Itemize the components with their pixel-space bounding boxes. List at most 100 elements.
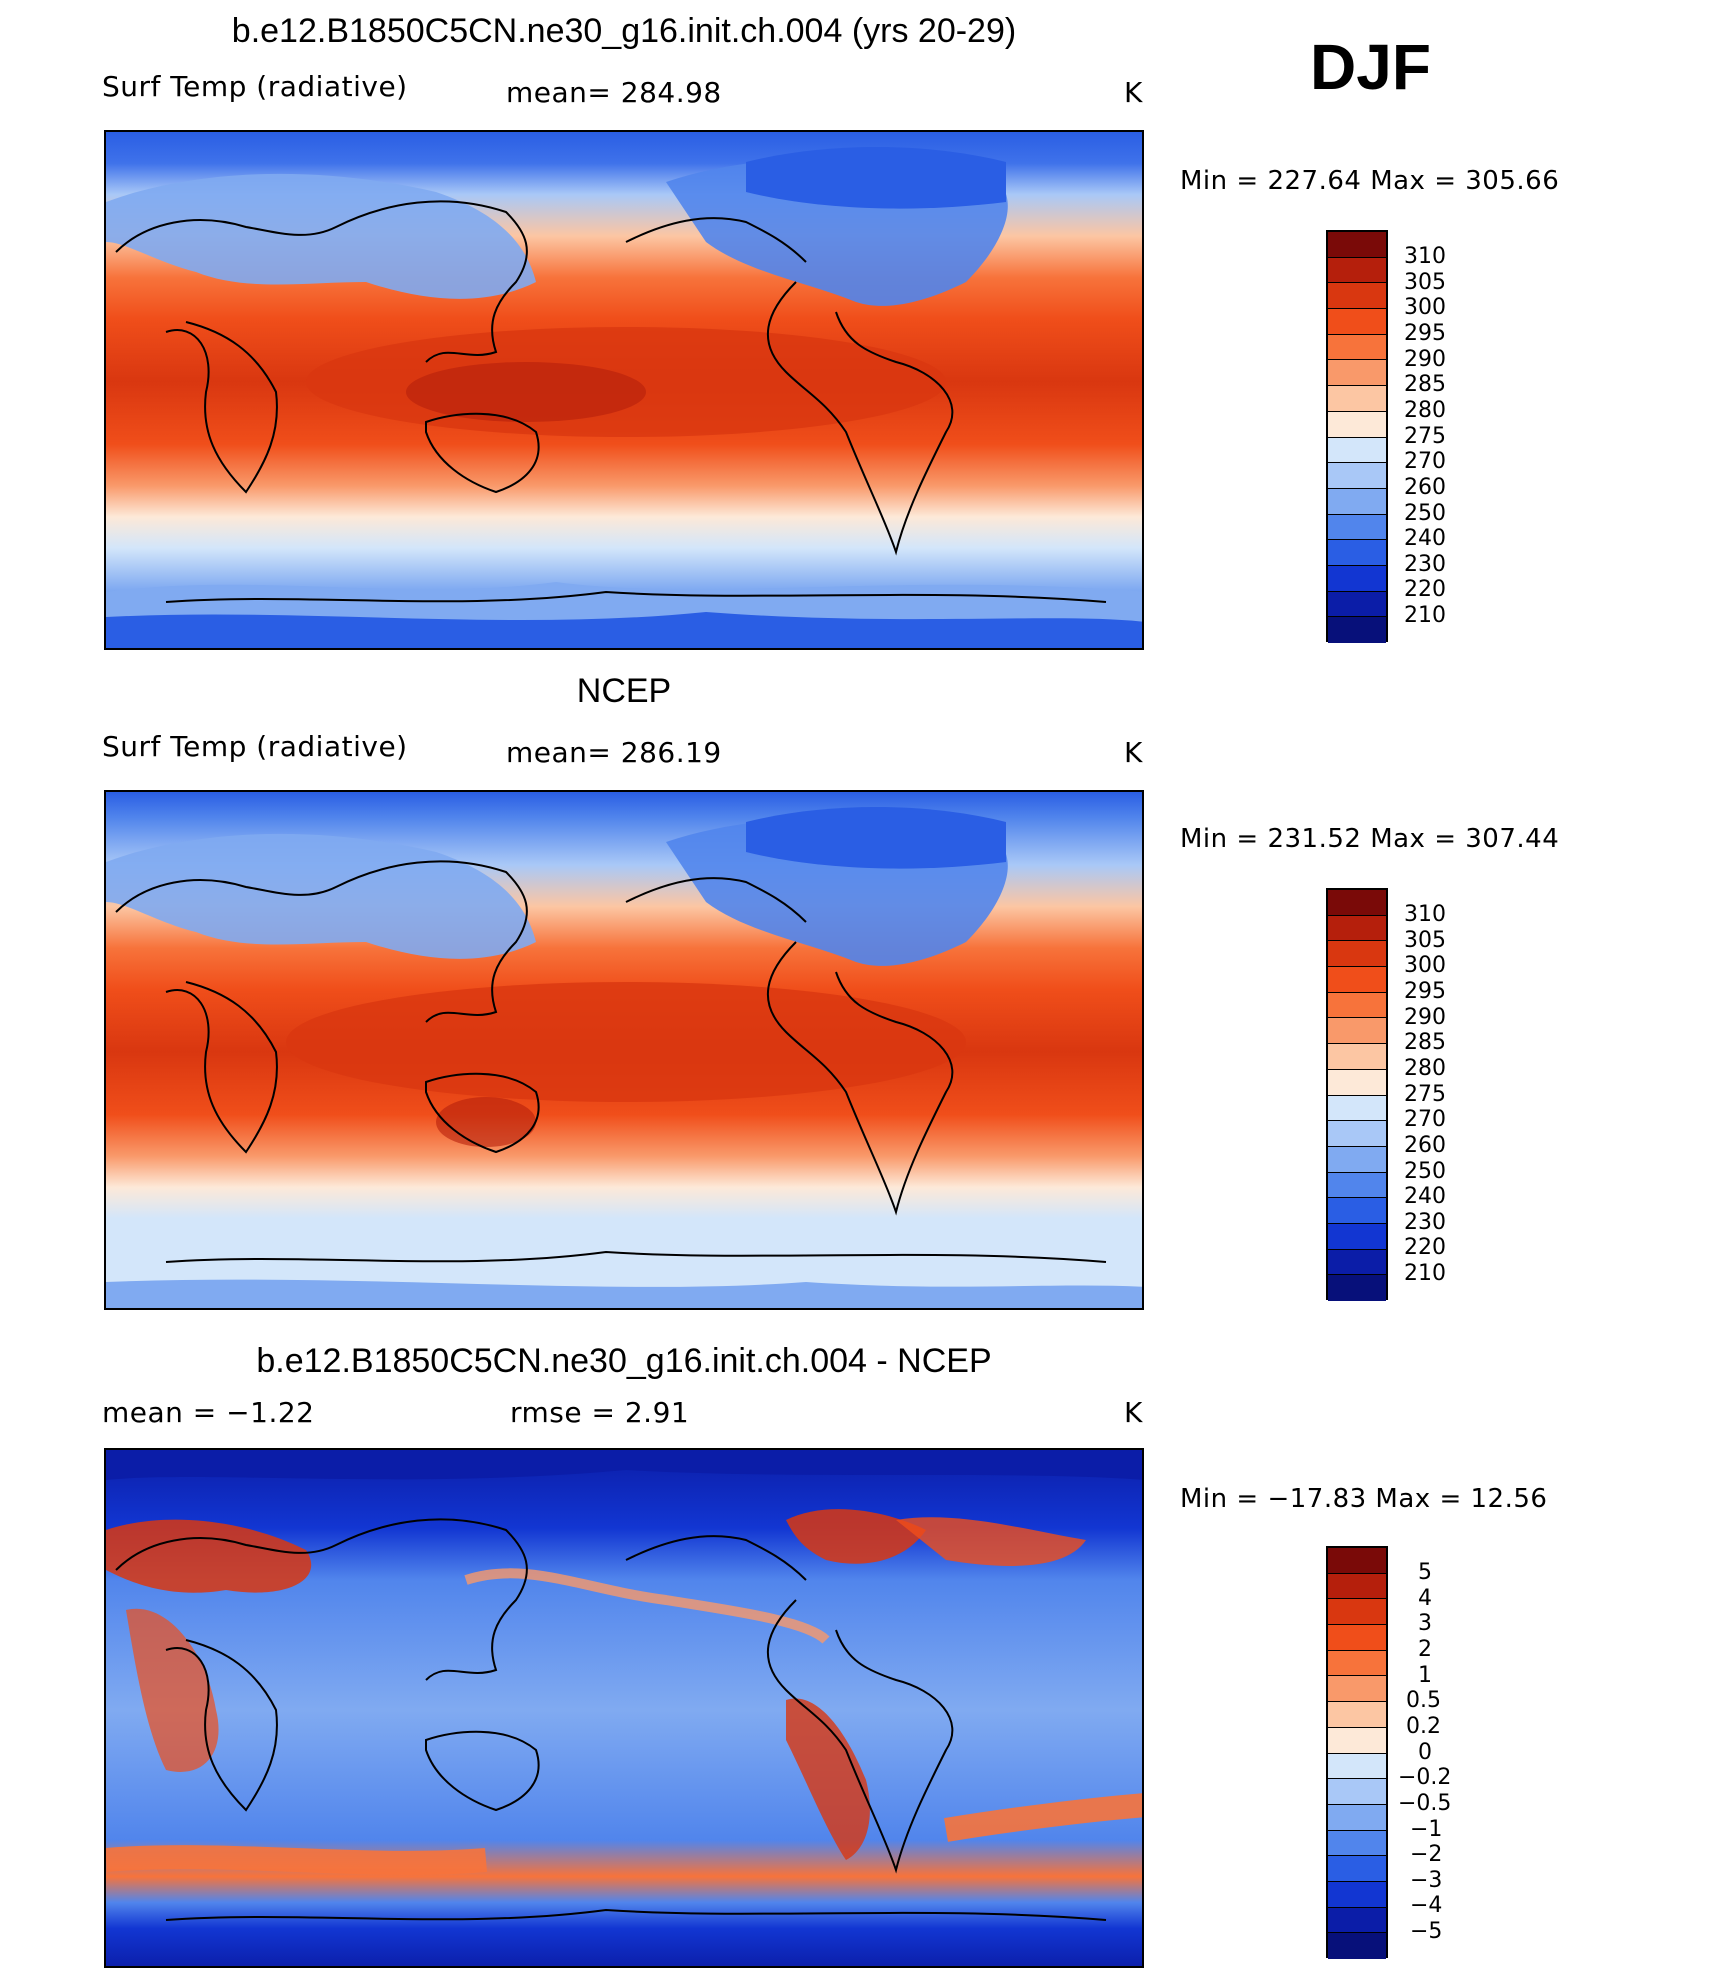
colorbar-tick-label: 285 xyxy=(1404,1030,1446,1055)
panel3-colorbar-swatch xyxy=(1328,1548,1386,1574)
panel3-colorbar-swatch xyxy=(1328,1676,1386,1703)
panel3-map xyxy=(104,1448,1144,1968)
panel3-colorbar-swatch xyxy=(1328,1650,1386,1677)
panel3-title: b.e12.B1850C5CN.ne30_g16.init.ch.004 - N… xyxy=(256,1342,992,1380)
colorbar-tick-label: 275 xyxy=(1404,1082,1446,1107)
panel2-colorbar-swatch xyxy=(1328,1044,1386,1070)
panel1-colorbar-swatch xyxy=(1328,257,1386,284)
panel2-colorbar-swatch xyxy=(1328,992,1386,1019)
panel2-colorbar-swatch xyxy=(1328,967,1386,993)
colorbar-tick-label: 290 xyxy=(1404,1005,1446,1030)
colorbar-tick-label: 305 xyxy=(1404,270,1446,295)
colorbar-tick-label: 1 xyxy=(1418,1663,1432,1688)
colorbar-tick-label: 3 xyxy=(1418,1611,1432,1636)
panel1-units: K xyxy=(1124,76,1143,109)
colorbar-tick-label: 250 xyxy=(1404,501,1446,526)
colorbar-tick-label: 295 xyxy=(1404,321,1446,346)
panel2-colorbar xyxy=(1326,888,1388,1301)
panel3-colorbar-swatch xyxy=(1328,1753,1386,1780)
colorbar-tick-label: 210 xyxy=(1404,1261,1446,1286)
panel3-colorbar-swatch xyxy=(1328,1727,1386,1754)
colorbar-tick-label: 300 xyxy=(1404,953,1446,978)
colorbar-tick-label: 285 xyxy=(1404,372,1446,397)
panel1-colorbar-swatch xyxy=(1328,565,1386,592)
panel3-colorbar xyxy=(1326,1546,1388,1959)
panel1-colorbar-swatch xyxy=(1328,411,1386,438)
panel2-colorbar-swatch xyxy=(1328,1249,1386,1276)
panel1-colorbar-swatch xyxy=(1328,232,1386,258)
colorbar-tick-label: 270 xyxy=(1404,449,1446,474)
colorbar-tick-label: 270 xyxy=(1404,1107,1446,1132)
colorbar-tick-label: 280 xyxy=(1404,398,1446,423)
panel3-colorbar-swatch xyxy=(1328,1856,1386,1882)
panel1-colorbar-swatch xyxy=(1328,360,1386,387)
colorbar-tick-label: 0.2 xyxy=(1406,1714,1441,1739)
colorbar-tick-label: 280 xyxy=(1404,1056,1446,1081)
panel3-colorbar-swatch xyxy=(1328,1933,1386,1959)
colorbar-tick-label: −3 xyxy=(1410,1868,1443,1893)
colorbar-tick-label: −5 xyxy=(1410,1919,1443,1944)
colorbar-tick-label: 230 xyxy=(1404,1210,1446,1235)
panel2-colorbar-swatch xyxy=(1328,1172,1386,1199)
panel3-colorbar-swatch xyxy=(1328,1599,1386,1626)
colorbar-tick-label: −1 xyxy=(1410,1817,1443,1842)
panel2-colorbar-swatch xyxy=(1328,1223,1386,1250)
colorbar-tick-label: −2 xyxy=(1410,1842,1443,1867)
panel2-colorbar-swatch xyxy=(1328,1069,1386,1096)
panel3-units: K xyxy=(1124,1396,1143,1429)
panel2-colorbar-swatch xyxy=(1328,1121,1386,1147)
panel3-minmax: Min = −17.83 Max = 12.56 xyxy=(1180,1484,1548,1514)
panel1-colorbar-swatch xyxy=(1328,309,1386,335)
panel1-colorbar-swatch xyxy=(1328,334,1386,361)
colorbar-tick-label: 2 xyxy=(1418,1637,1432,1662)
panel1-minmax: Min = 227.64 Max = 305.66 xyxy=(1180,166,1560,196)
panel1-map xyxy=(104,130,1144,650)
panel3-colorbar-swatch xyxy=(1328,1881,1386,1908)
panel3-colorbar-swatch xyxy=(1328,1830,1386,1857)
panel2-title: NCEP xyxy=(576,672,672,710)
colorbar-tick-label: 0 xyxy=(1418,1740,1432,1765)
panel2-colorbar-swatch xyxy=(1328,1275,1386,1301)
panel1-colorbar-swatch xyxy=(1328,437,1386,464)
panel2-left-label: Surf Temp (radiative) xyxy=(102,730,408,763)
colorbar-tick-label: 310 xyxy=(1404,902,1446,927)
colorbar-tick-label: 310 xyxy=(1404,244,1446,269)
panel1-mean-label: mean= 284.98 xyxy=(506,76,722,109)
panel3-rmse-label: rmse = 2.91 xyxy=(510,1396,690,1429)
colorbar-tick-label: 210 xyxy=(1404,603,1446,628)
panel1-colorbar-swatch xyxy=(1328,540,1386,566)
panel1-colorbar-swatch xyxy=(1328,488,1386,515)
colorbar-tick-label: 275 xyxy=(1404,424,1446,449)
panel3-colorbar-swatch xyxy=(1328,1804,1386,1831)
panel2-colorbar-swatch xyxy=(1328,890,1386,916)
panel1-colorbar-swatch xyxy=(1328,463,1386,489)
colorbar-tick-label: 300 xyxy=(1404,295,1446,320)
panel2-map xyxy=(104,790,1144,1310)
panel3-colorbar-swatch xyxy=(1328,1573,1386,1600)
colorbar-tick-label: −0.2 xyxy=(1398,1765,1452,1790)
colorbar-tick-label: 295 xyxy=(1404,979,1446,1004)
panel3-colorbar-swatch xyxy=(1328,1625,1386,1651)
colorbar-tick-label: 4 xyxy=(1418,1586,1432,1611)
panel2-mean-label: mean= 286.19 xyxy=(506,736,722,769)
colorbar-tick-label: 240 xyxy=(1404,1184,1446,1209)
panel1-colorbar-swatch xyxy=(1328,617,1386,643)
colorbar-tick-label: 260 xyxy=(1404,475,1446,500)
season-label: DJF xyxy=(1310,31,1431,103)
colorbar-tick-label: 260 xyxy=(1404,1133,1446,1158)
panel1-colorbar-swatch xyxy=(1328,514,1386,541)
colorbar-tick-label: 290 xyxy=(1404,347,1446,372)
panel2-colorbar-swatch xyxy=(1328,1198,1386,1224)
colorbar-tick-label: 240 xyxy=(1404,526,1446,551)
panel3-colorbar-swatch xyxy=(1328,1907,1386,1934)
panel2-colorbar-swatch xyxy=(1328,1146,1386,1173)
panel2-colorbar-swatch xyxy=(1328,1018,1386,1045)
panel3-colorbar-swatch xyxy=(1328,1702,1386,1728)
colorbar-tick-label: −4 xyxy=(1410,1893,1443,1918)
panel1-left-label: Surf Temp (radiative) xyxy=(102,70,408,103)
colorbar-tick-label: 250 xyxy=(1404,1159,1446,1184)
colorbar-tick-label: 5 xyxy=(1418,1560,1432,1585)
panel3-mean-label: mean = −1.22 xyxy=(102,1396,315,1429)
colorbar-tick-label: 230 xyxy=(1404,552,1446,577)
panel2-colorbar-swatch xyxy=(1328,1095,1386,1122)
